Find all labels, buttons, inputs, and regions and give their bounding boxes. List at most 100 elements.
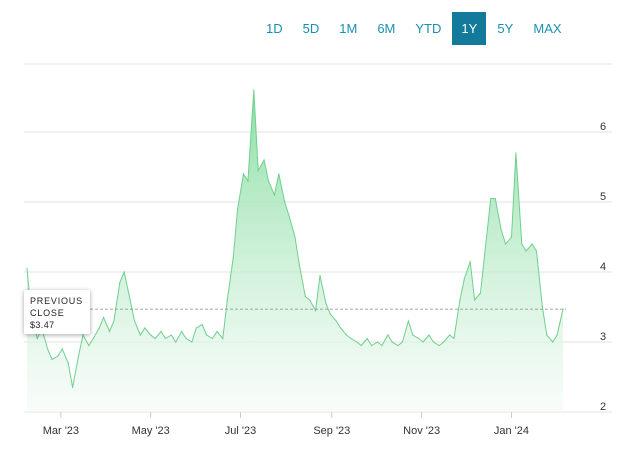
range-button-ytd[interactable]: YTD (415, 21, 442, 36)
data-point (449, 334, 451, 336)
data-point (443, 341, 445, 343)
data-point (195, 327, 197, 329)
data-point (36, 337, 38, 340)
data-point (387, 334, 389, 336)
data-point (253, 89, 255, 91)
data-point (525, 250, 527, 252)
data-point (257, 169, 259, 172)
data-point (113, 320, 115, 322)
range-button-5d[interactable]: 5D (302, 21, 320, 36)
data-point (515, 152, 517, 154)
data-point (453, 337, 455, 340)
data-point (407, 320, 409, 322)
data-point (108, 330, 111, 333)
data-point (103, 316, 105, 319)
data-point (288, 215, 290, 217)
range-button-1m[interactable]: 1M (339, 21, 358, 36)
data-point (211, 337, 214, 340)
x-axis-ticks: Mar '23 May '23 Jul '23 Sep '23 Nov '23 Jan '… (43, 412, 529, 437)
data-point (160, 330, 162, 333)
data-point (133, 320, 136, 322)
data-point (315, 309, 317, 312)
data-point (98, 327, 100, 329)
data-point (67, 362, 69, 364)
data-point (474, 299, 476, 301)
data-point (459, 299, 461, 301)
data-point (345, 334, 348, 336)
data-point (360, 344, 362, 347)
y-tick-label-6: 6 (600, 121, 606, 133)
data-point (216, 330, 218, 333)
data-point (88, 344, 90, 347)
data-point (237, 208, 239, 210)
previous-close-label-line2: CLOSE (30, 308, 65, 318)
data-point (57, 355, 59, 357)
data-point (242, 173, 245, 175)
data-point (463, 278, 465, 280)
data-point (191, 341, 193, 343)
data-point (232, 257, 234, 259)
data-point (494, 197, 496, 200)
data-point (175, 341, 177, 343)
x-tick-label: May '23 (132, 425, 170, 437)
data-point (72, 386, 74, 389)
range-button-1d[interactable]: 1D (266, 21, 283, 36)
data-point (247, 180, 249, 182)
data-point (263, 159, 265, 161)
data-point (294, 236, 296, 238)
range-button-5y[interactable]: 5Y (497, 21, 514, 36)
data-point (500, 229, 502, 231)
data-point (319, 274, 321, 277)
x-tick-label: Mar '23 (43, 425, 79, 437)
data-point (412, 334, 414, 336)
data-point (170, 334, 172, 336)
x-tick-label: Jan '24 (494, 425, 529, 437)
data-point (552, 341, 554, 343)
data-point (505, 243, 507, 245)
data-point (531, 243, 533, 245)
data-point (298, 264, 300, 266)
data-point (366, 337, 368, 340)
data-point (432, 341, 434, 343)
data-point (484, 250, 486, 252)
data-point (391, 341, 393, 343)
price-area-fill (27, 90, 563, 412)
range-button-1y[interactable]: 1Y (452, 12, 487, 45)
data-point (273, 194, 275, 196)
range-button-max[interactable]: MAX (533, 21, 562, 36)
data-point (164, 337, 166, 340)
previous-close-label: PREVIOUS CLOSE $3.47 (24, 290, 90, 334)
data-point (479, 292, 482, 294)
data-point (181, 330, 183, 333)
data-point (438, 344, 440, 347)
data-point (206, 334, 208, 336)
previous-close-value: $3.47 (30, 320, 55, 330)
data-point (51, 358, 53, 361)
data-point (201, 323, 203, 326)
previous-close-label-line1: PREVIOUS (30, 296, 83, 306)
x-tick-label: Nov '23 (403, 425, 440, 437)
data-point (92, 337, 94, 340)
data-point (546, 334, 548, 336)
data-point (401, 341, 404, 343)
data-point (222, 337, 224, 340)
data-point (541, 306, 544, 308)
range-button-6m[interactable]: 6M (377, 21, 396, 36)
data-point (381, 344, 383, 347)
data-point (129, 299, 131, 301)
x-tick-label: Jul '23 (225, 425, 256, 437)
data-point (397, 344, 399, 347)
data-point (329, 313, 331, 315)
y-tick-label-5: 5 (600, 191, 606, 203)
data-point (350, 337, 352, 340)
data-point (284, 201, 286, 203)
data-point (47, 348, 49, 350)
data-point (325, 302, 327, 305)
data-point (418, 337, 420, 340)
data-point (82, 334, 84, 336)
data-point (376, 341, 379, 343)
data-point (469, 260, 471, 263)
data-point (309, 299, 311, 301)
y-axis-ticks: 2 3 4 5 6 (600, 121, 606, 413)
